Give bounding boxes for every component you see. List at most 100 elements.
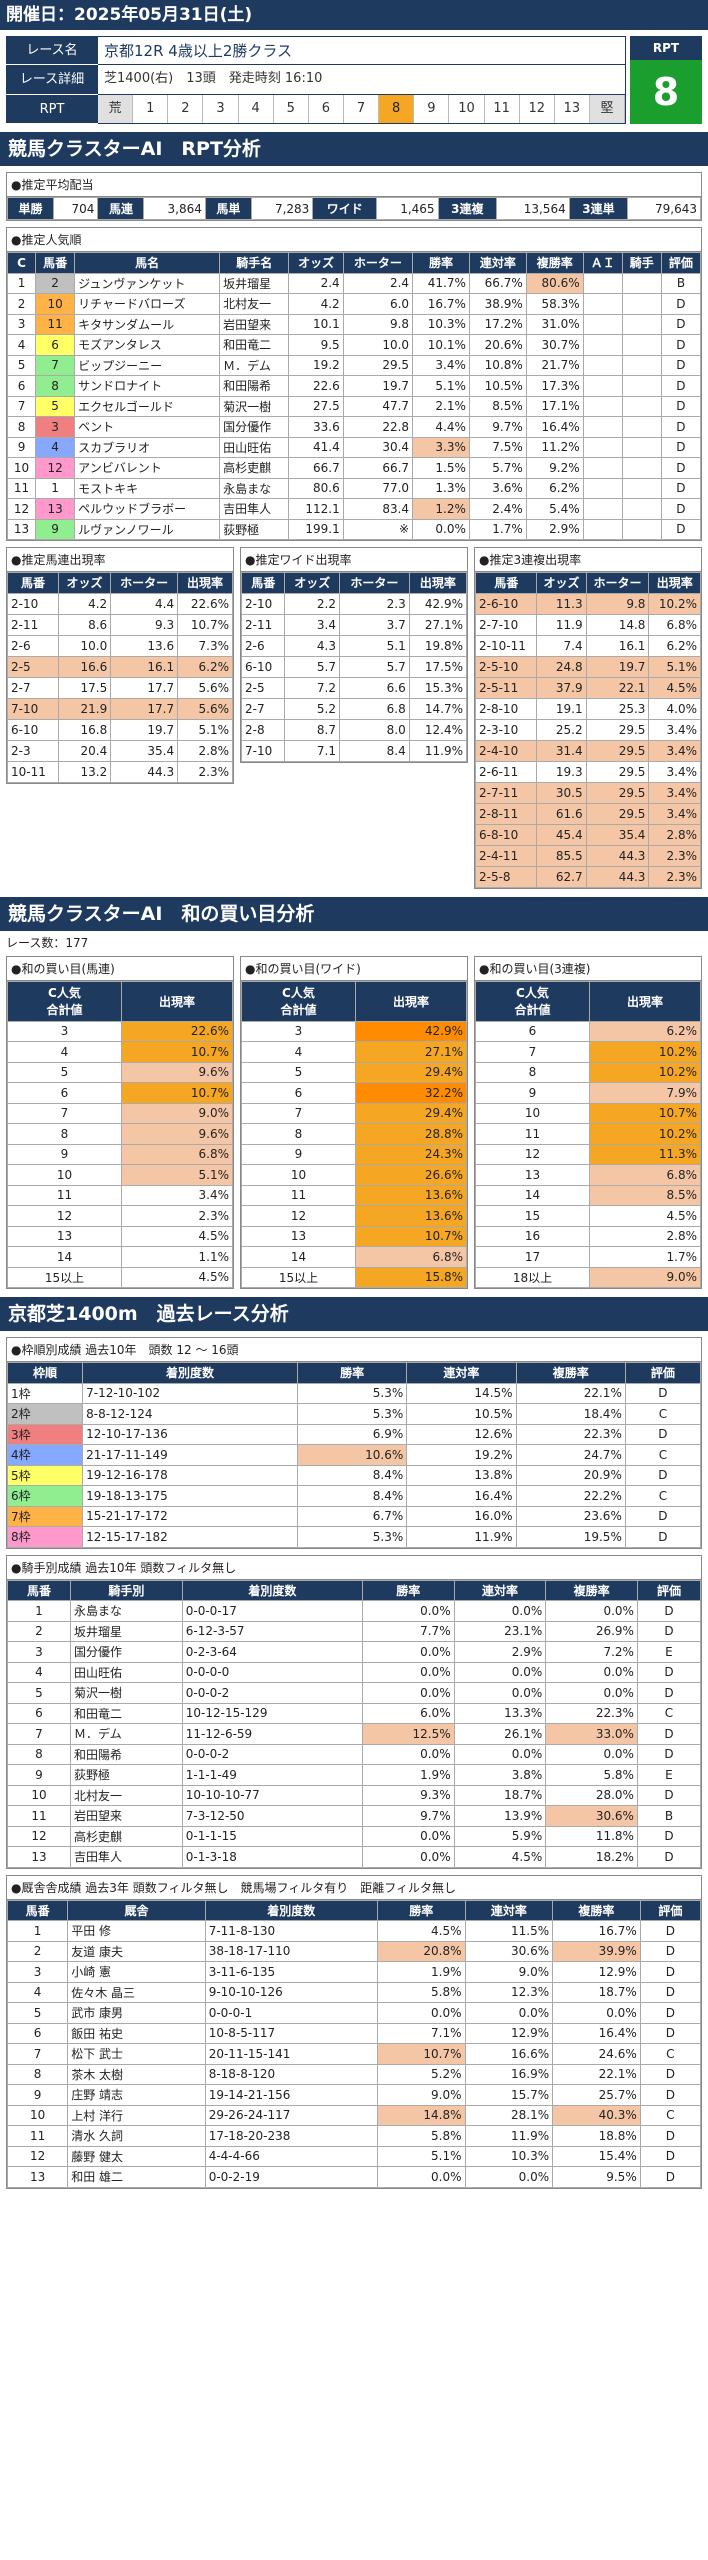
umaren-row: 2-7 17.5 17.7 5.6% — [7, 676, 233, 699]
waku-row: 3枠 12-10-17-136 6.9% 12.6% 22.3% D — [6, 1423, 702, 1445]
wa_sanrenpuku-cell: 7.9% — [588, 1082, 702, 1104]
umaren-cell: 5.6% — [177, 697, 233, 720]
wide-cell: 2.2 — [284, 592, 340, 615]
popularity-cell: 9.2% — [525, 457, 584, 479]
popularity-cell: 高杉吏麒 — [219, 457, 290, 479]
trainer-cell: 0-0-2-19 — [204, 2166, 378, 2188]
sanrenpuku-cell: 2-7-11 — [474, 781, 538, 804]
popularity-cell: 22.6 — [288, 375, 344, 397]
wa_wide-cell: 6 — [241, 1082, 356, 1104]
popularity-cell: アンビバレント — [74, 457, 221, 479]
umaren-row: 10-11 13.2 44.3 2.3% — [7, 760, 233, 783]
wa-wide-table: C人気 合計値 出現率 3 42.9% 4 27.1% 5 29.4% 6 32.2% 7 29.4%… — [241, 980, 468, 1289]
popularity-header: 複勝率 — [525, 252, 584, 274]
popularity-row: 8 3 ベント 国分優作 33.6 22.8 4.4% 9.7% 16.4% D — [6, 416, 702, 438]
popularity-cell: D — [660, 334, 702, 356]
popularity-cell: 9.8 — [342, 313, 414, 335]
umaren-cell: 13.6 — [110, 634, 179, 657]
wa-tables: ●和の買い目(馬連) C人気 合計値 出現率 3 22.6% 4 10.7% 5 9.6% 6 1… — [6, 955, 702, 1289]
trainer-row: 11 清水 久詞 17-18-20-238 5.8% 11.9% 18.8% D — [6, 2125, 702, 2147]
sanrenpuku-header: 馬番 — [474, 572, 538, 594]
wide-cell: 2-8 — [240, 718, 286, 741]
wa_wide-cell: 29.4% — [354, 1102, 468, 1124]
sanrenpuku-cell: 2-5-10 — [474, 655, 538, 678]
jockey-cell: 26.9% — [545, 1620, 638, 1642]
jockey-cell: D — [636, 1846, 702, 1868]
wide-row: 2-7 5.2 6.8 14.7% — [240, 697, 468, 720]
jockey-cell: 1 — [7, 1600, 71, 1622]
trainer-row: 13 和田 雄二 0-0-2-19 0.0% 0.0% 9.5% D — [6, 2166, 702, 2188]
jockey-cell: 坂井瑠星 — [70, 1620, 183, 1642]
trainer-cell: 7 — [6, 2043, 69, 2065]
trainer-cell: 12.9% — [552, 1961, 641, 1983]
wide-cell: 17.5% — [408, 655, 468, 678]
jockey-cell: 5 — [7, 1682, 71, 1704]
wa_umaren-row: 13 4.5% — [7, 1225, 234, 1247]
wa_sanrenpuku-row: 12 11.3% — [475, 1143, 702, 1165]
wa_wide-cell: 15.8% — [354, 1266, 468, 1288]
popularity-cell: 41.7% — [412, 272, 470, 294]
popularity-cell: 19.2 — [288, 354, 344, 376]
jockey-cell: 高杉吏麒 — [70, 1825, 183, 1847]
popularity-header: 馬番 — [35, 252, 76, 274]
jockey-cell: 22.3% — [545, 1702, 638, 1724]
jockey-cell: 岩田望来 — [70, 1805, 183, 1827]
trainer-row: 8 茶木 太樹 8-18-8-120 5.2% 16.9% 22.1% D — [6, 2063, 702, 2085]
popularity-cell: リチャードバローズ — [74, 293, 221, 315]
umaren-box: ●推定馬連出現率 馬番 オッズ ホーター 出現率 2-10 4.2 4.4 22.6% 2-11… — [6, 547, 234, 784]
waku-cell: 6.7% — [296, 1505, 408, 1527]
popularity-cell: 80.6 — [288, 477, 344, 499]
wa_umaren-cell: 5.1% — [120, 1164, 234, 1186]
jockey-cell: 18.7% — [453, 1784, 547, 1806]
wide-cell: 5.2 — [284, 697, 340, 720]
popularity-cell — [621, 395, 662, 417]
wide-cell: 7.2 — [284, 676, 340, 699]
jockey-cell: 9.7% — [361, 1805, 455, 1827]
trainer-cell: 10.7% — [376, 2043, 466, 2065]
waku-caption: ●枠順別成績 過去10年 頭数 12 ～ 16頭 — [7, 1338, 701, 1362]
popularity-cell: 12 — [6, 498, 37, 520]
popularity-cell: 10 — [35, 293, 76, 315]
wa_umaren-cell: 15以上 — [7, 1266, 122, 1288]
waku-cell: 8-8-12-124 — [82, 1403, 298, 1425]
jockey-cell: 北村友一 — [70, 1784, 183, 1806]
popularity-cell: 田山旺佑 — [219, 436, 290, 458]
umaren-table: 馬番 オッズ ホーター 出現率 2-10 4.2 4.4 22.6% 2-11 8.6 9.3 10.… — [7, 572, 233, 783]
popularity-cell: 66.7 — [288, 457, 344, 479]
jockey-cell: 7-3-12-50 — [181, 1805, 363, 1827]
wa_wide-cell: 15以上 — [241, 1266, 356, 1288]
sanrenpuku-cell: 19.7 — [585, 655, 650, 678]
jockey-cell: 2.9% — [453, 1641, 547, 1663]
race-detail-label: レース詳細 — [6, 65, 98, 95]
popularity-header: 馬名 — [74, 252, 221, 274]
trainer-cell: 12 — [6, 2145, 69, 2167]
jockey-cell: 菊沢一樹 — [70, 1682, 183, 1704]
sanrenpuku-row: 2-6-11 19.3 29.5 3.4% — [474, 760, 701, 783]
jockey-header: 勝率 — [361, 1579, 455, 1601]
umaren-caption: ●推定馬連出現率 — [7, 548, 233, 572]
popularity-cell: D — [660, 477, 702, 499]
wide-cell: 7.1 — [284, 739, 340, 762]
trainer-cell: C — [639, 2104, 702, 2126]
trainer-cell: 9-10-10-126 — [204, 1981, 378, 2003]
race-count: レース数：177 — [6, 935, 89, 950]
waku-cell: 1枠 — [6, 1382, 84, 1404]
sanrenpuku-cell: 44.3 — [585, 844, 650, 867]
sanrenpuku-row: 2-10-11 7.4 16.1 6.2% — [474, 634, 701, 657]
jockey-cell: 5.8% — [545, 1764, 638, 1786]
payout-type: 馬単 — [204, 197, 252, 220]
payout-type: 3連単 — [568, 197, 629, 220]
jockey-row: 5 菊沢一樹 0-0-0-2 0.0% 0.0% 0.0% D — [7, 1682, 702, 1704]
wa_sanrenpuku-cell: 11 — [475, 1123, 590, 1145]
popularity-header: C — [6, 252, 37, 274]
wa-umaren-box: ●和の買い目(馬連) C人気 合計値 出現率 3 22.6% 4 10.7% 5 9.6% 6 1… — [6, 955, 234, 1289]
wa_wide-cell: 11 — [241, 1184, 356, 1206]
popularity-header: 評価 — [660, 252, 702, 274]
waku-row: 8枠 12-15-17-182 5.3% 11.9% 19.5% D — [6, 1526, 702, 1548]
sanrenpuku-cell: 2-6-10 — [474, 592, 538, 615]
trainer-cell: 7.1% — [376, 2022, 466, 2044]
wa_umaren-row: 7 9.0% — [7, 1102, 234, 1124]
wa_wide-row: 14 6.8% — [241, 1246, 468, 1268]
jockey-table: 馬番 騎手別 着別度数 勝率 連対率 複勝率 評価 1 永島まな 0-0-0-17 0.0% 0.0%… — [7, 1579, 702, 1868]
jockey-row: 8 和田陽希 0-0-0-2 0.0% 0.0% 0.0% D — [7, 1743, 702, 1765]
